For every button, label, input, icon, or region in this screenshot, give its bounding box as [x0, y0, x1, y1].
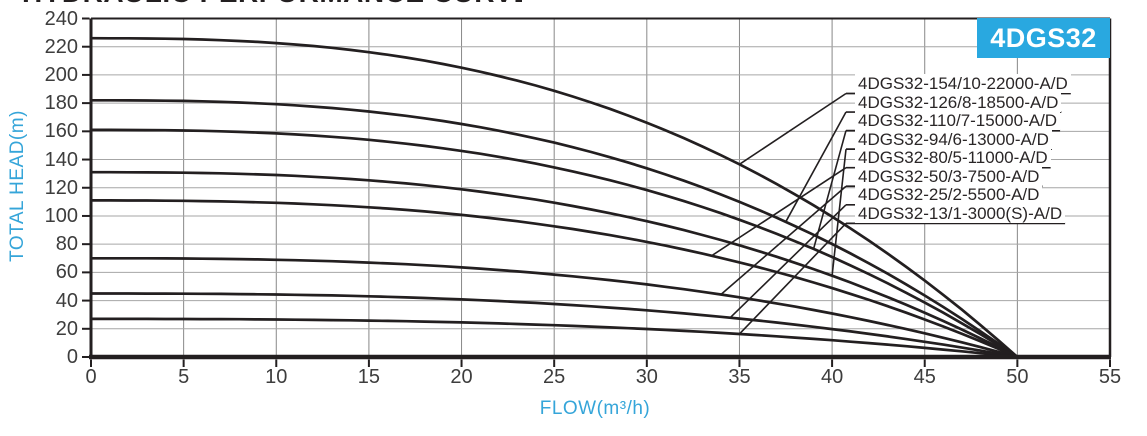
x-tick-label: 50 — [1006, 366, 1029, 388]
pump-curve-1 — [89, 98, 1019, 359]
pump-curve-3 — [89, 170, 1019, 359]
model-badge: 4DGS32 — [977, 18, 1110, 58]
y-tick-label: 160 — [44, 120, 78, 143]
curve-label-leader-line — [729, 204, 847, 319]
pump-curve-0 — [89, 36, 1019, 359]
curve-label: 4DGS32-25/2-5500-A/D — [855, 185, 1043, 205]
y-tick-label: 200 — [44, 63, 78, 86]
curve-label-leader-line — [738, 222, 847, 335]
curve-label: 4DGS32-80/5-11000-A/D — [855, 148, 1051, 168]
model-badge-text: 4DGS32 — [990, 22, 1097, 53]
curve-label: 4DGS32-154/10-22000-A/D — [855, 74, 1071, 93]
curve-label-leader-line — [785, 111, 847, 223]
x-tick-label: 45 — [913, 366, 936, 388]
pump-curve-6 — [89, 292, 1019, 359]
curve-label-leader-line — [711, 167, 847, 257]
x-tick-label: 0 — [85, 366, 97, 388]
pump-curve-5 — [89, 256, 1019, 359]
curve-label: 4DGS32-110/7-15000-A/D — [855, 111, 1061, 131]
x-axis-title: FLOW(m³/h) — [539, 398, 651, 419]
y-tick-label: 140 — [44, 148, 78, 171]
page-title-clipped: HYDRAULIC PERFORMANCE CURVES — [22, 0, 522, 6]
pump-curve-4 — [89, 199, 1019, 359]
y-tick-label: 240 — [44, 7, 78, 30]
y-tick-label: 180 — [44, 92, 78, 115]
x-tick-label: 15 — [357, 366, 381, 388]
y-tick-label: 0 — [66, 346, 78, 368]
x-tick-label: 25 — [543, 366, 566, 388]
curve-label: 4DGS32-13/1-3000(S)-A/D — [855, 203, 1066, 223]
y-axis-title: TOTAL HEAD(m) — [7, 110, 28, 262]
page-title-text: HYDRAULIC PERFORMANCE CURVES — [22, 0, 522, 6]
y-tick-label: 100 — [44, 204, 78, 227]
curve-label-leader-line — [739, 92, 847, 166]
y-tick-label: 220 — [44, 35, 78, 58]
x-tick-label: 5 — [178, 366, 190, 388]
y-tick-label: 80 — [55, 233, 78, 256]
curve-label: 4DGS32-50/3-7500-A/D — [855, 166, 1043, 186]
x-tick-label: 55 — [1098, 366, 1122, 388]
curve-label: 4DGS32-94/6-13000-A/D — [855, 129, 1052, 149]
curve-label: 4DGS32-126/8-18500-A/D — [855, 92, 1062, 112]
y-tick-label: 60 — [55, 261, 78, 284]
pump-curve-2 — [89, 128, 1019, 359]
pump-curve-7 — [89, 317, 1019, 359]
curve-label-leader-line — [720, 185, 847, 296]
x-tick-label: 10 — [265, 366, 288, 388]
x-tick-label: 20 — [450, 366, 473, 388]
y-tick-label: 40 — [55, 289, 78, 312]
y-tick-label: 20 — [55, 317, 78, 340]
x-tick-label: 40 — [820, 366, 844, 388]
x-tick-label: 30 — [635, 366, 658, 388]
x-tick-label: 35 — [728, 366, 751, 388]
y-tick-label: 120 — [44, 176, 78, 199]
curve-label-leader-line — [812, 130, 847, 250]
